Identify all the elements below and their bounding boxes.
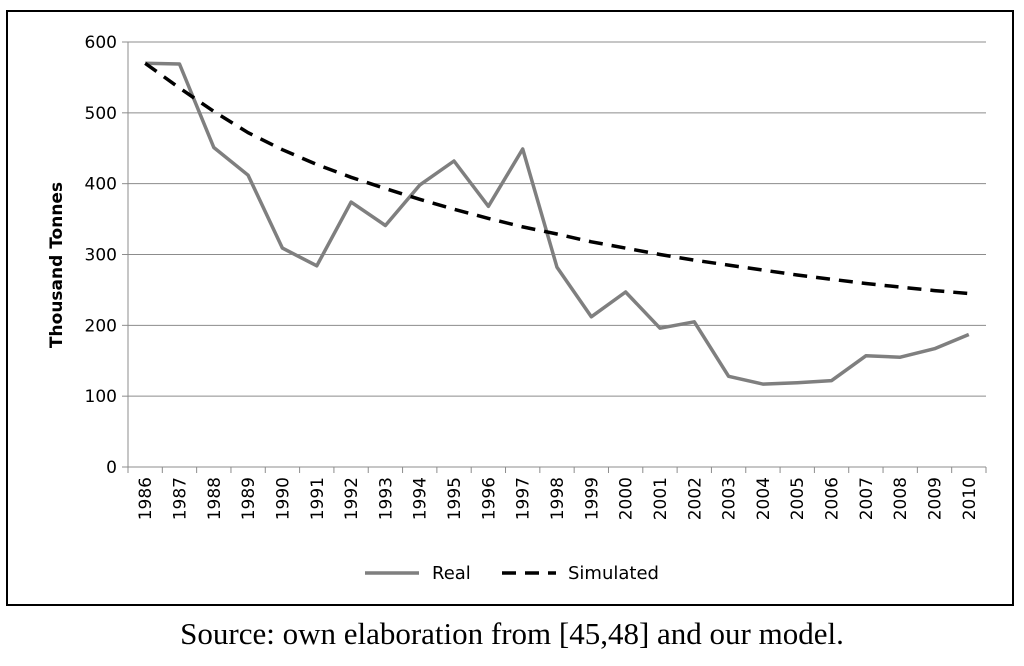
x-tick-label-1997: 1997 xyxy=(514,477,534,520)
x-tick-label-1992: 1992 xyxy=(342,477,362,520)
y-tick-label-500: 500 xyxy=(85,104,117,124)
x-tick-label-1998: 1998 xyxy=(548,477,568,520)
legend: Real Simulated xyxy=(365,563,659,584)
figure-caption: Source: own elaboration from [45,48] and… xyxy=(180,616,844,651)
x-tick-label-2000: 2000 xyxy=(617,477,637,520)
x-tick-label-2001: 2001 xyxy=(651,477,671,520)
x-tick-label-2003: 2003 xyxy=(720,477,740,520)
y-tick-label-600: 600 xyxy=(85,33,117,53)
x-tick-label-1987: 1987 xyxy=(170,477,190,520)
x-tick-label-2004: 2004 xyxy=(754,477,774,520)
x-tick-label-1996: 1996 xyxy=(479,477,499,520)
legend-label-simulated: Simulated xyxy=(568,563,659,584)
x-tick-label-1993: 1993 xyxy=(376,477,396,520)
x-tick-label-2010: 2010 xyxy=(960,477,980,520)
gridlines xyxy=(128,41,986,397)
x-tick-label-1994: 1994 xyxy=(411,477,431,520)
x-tick-label-1995: 1995 xyxy=(445,477,465,520)
series-line-real xyxy=(145,61,970,386)
x-tick-label-1989: 1989 xyxy=(239,477,259,520)
axes: 0 100 200 300 400 500 600 1986 1987 1988 1989 1990 1… xyxy=(85,33,987,520)
x-tick-label-2006: 2006 xyxy=(823,477,843,520)
x-tick-label-1990: 1990 xyxy=(273,477,293,520)
x-tick-label-1986: 1986 xyxy=(136,477,156,520)
legend-label-real: Real xyxy=(432,563,471,584)
y-axis-title: Thousand Tonnes xyxy=(47,182,67,348)
x-tick-label-1991: 1991 xyxy=(308,477,328,520)
x-tick-label-2009: 2009 xyxy=(926,477,946,520)
y-tick-label-100: 100 xyxy=(85,387,117,407)
x-tick-label-2005: 2005 xyxy=(788,477,808,520)
y-tick-label-0: 0 xyxy=(106,458,117,478)
x-tick-label-2008: 2008 xyxy=(891,477,911,520)
series-line-simulated xyxy=(144,61,969,296)
x-tick-label-2002: 2002 xyxy=(685,477,705,520)
y-tick-label-300: 300 xyxy=(85,246,117,266)
line-chart: 0 100 200 300 400 500 600 1986 1987 1988 1989 1990 1… xyxy=(47,33,987,584)
y-tick-label-400: 400 xyxy=(85,175,117,195)
y-tick-label-200: 200 xyxy=(85,316,117,336)
series-lines xyxy=(144,61,970,386)
x-tick-label-1988: 1988 xyxy=(205,477,225,520)
x-tick-label-2007: 2007 xyxy=(857,477,877,520)
chart-frame: 0 100 200 300 400 500 600 1986 1987 1988 1989 1990 1… xyxy=(6,10,1014,606)
x-tick-label-1999: 1999 xyxy=(582,477,602,520)
